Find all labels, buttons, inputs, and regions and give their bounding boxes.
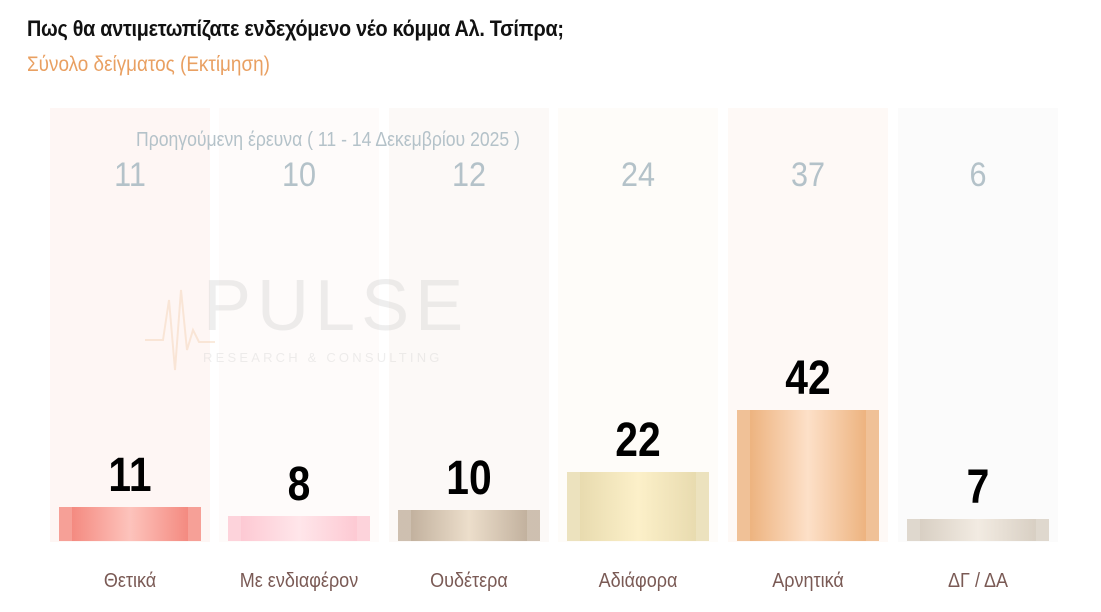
bar [907,519,1049,541]
previous-survey-caption: Προηγούμενη έρευνα ( 11 - 14 Δεκεμβρίου … [136,129,520,151]
previous-value: 11 [114,156,146,194]
previous-value: 37 [790,156,826,194]
chart-title: Πως θα αντιμετωπίζατε ενδεχόμενο νέο κόμ… [27,16,564,41]
bar [737,410,879,541]
pulse-heartbeat-icon [145,289,215,371]
category-label: ΔΓ / ΔΑ [948,570,1008,592]
category-label: Αρνητικά [772,570,844,592]
previous-value: 6 [969,156,987,194]
watermark-tagline: RESEARCH & CONSULTING [203,350,443,365]
current-value-label: 8 [287,458,311,511]
bar-column: 37 42 [728,108,888,542]
category-label: Με ενδιαφέρον [239,570,359,592]
category-label: Αδιάφορα [598,570,678,592]
previous-value: 12 [451,156,487,194]
bar-column: 12 10 [389,108,549,542]
current-value-label: 10 [446,452,492,505]
bar-column: 24 22 [558,108,718,542]
category-label: Ουδέτερα [430,570,508,592]
bar-column: 10 8 [219,108,379,542]
previous-value: 10 [281,156,317,194]
bar-column: 11 11 [50,108,210,542]
chart-subtitle: Σύνολο δείγματος (Εκτίμηση) [27,53,270,76]
pulse-watermark-logo: PULSE RESEARCH & CONSULTING [145,270,463,380]
current-value-label: 22 [615,414,661,467]
watermark-brand: PULSE [203,266,470,346]
current-value-label: 42 [785,352,831,405]
previous-value: 24 [620,156,656,194]
bar [228,516,370,541]
bar [398,510,540,541]
bar [59,507,201,541]
current-value-label: 7 [966,461,990,514]
bar [567,472,709,541]
category-label: Θετικά [103,570,157,592]
current-value-label: 11 [108,449,152,502]
